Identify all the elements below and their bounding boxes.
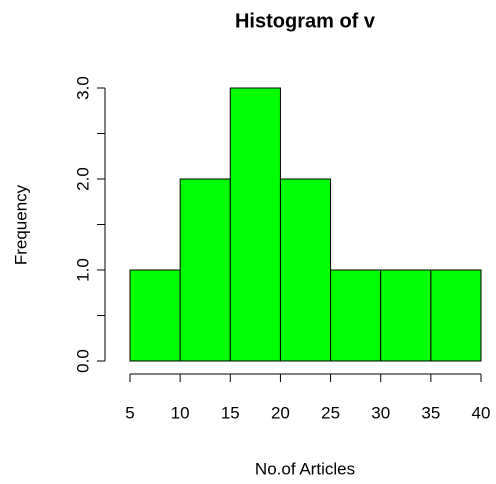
bar <box>380 269 432 362</box>
x-tick-label: 15 <box>221 403 240 422</box>
y-tick-label: 2.0 <box>73 167 92 191</box>
y-tick-label: 0.0 <box>73 349 92 373</box>
x-tick-label: 20 <box>271 403 290 422</box>
bar <box>330 269 382 362</box>
x-tick-label: 10 <box>171 403 190 422</box>
bar <box>279 178 332 362</box>
x-tick-label: 5 <box>125 403 134 422</box>
bar <box>179 178 231 362</box>
bar <box>430 269 482 362</box>
x-tick-label: 25 <box>321 403 340 422</box>
y-tick-label: 1.0 <box>73 258 92 282</box>
x-tick-label: 30 <box>371 403 390 422</box>
x-tick-label: 40 <box>472 403 491 422</box>
chart-title: Histogram of v <box>235 10 376 32</box>
y-tick-label: 3.0 <box>73 76 92 100</box>
y-axis-label: Frequency <box>11 184 30 265</box>
bar <box>129 269 181 362</box>
x-axis-label: No.of Articles <box>255 459 355 478</box>
bar <box>229 87 281 362</box>
x-tick-label: 35 <box>421 403 440 422</box>
